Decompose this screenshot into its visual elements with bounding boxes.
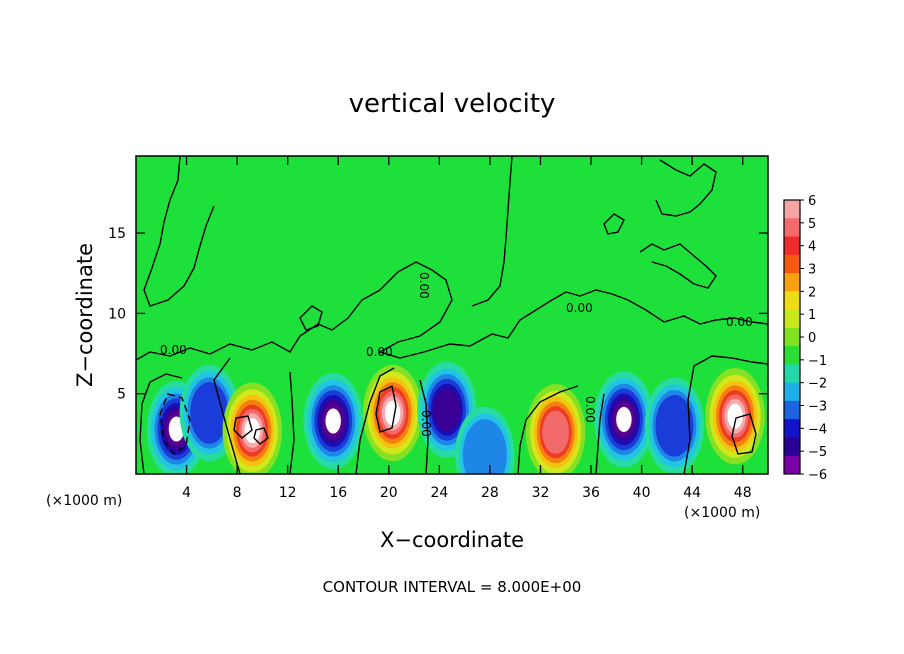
colorbar-swatch (784, 364, 800, 384)
y-tick-label: 10 (108, 306, 126, 322)
velocity-cell (542, 410, 570, 454)
colorbar: 6 5 4 3 2 1 0 −1 −2 −3 −4 −5 −6 (783, 194, 827, 483)
zero-contour-line (136, 261, 768, 361)
contour-label: 0.00 (566, 301, 593, 315)
velocity-cell (655, 394, 694, 457)
colorbar-swatch (784, 327, 800, 347)
contour-line (253, 427, 269, 445)
x-tick-label: 20 (380, 485, 398, 501)
colorbar-label: −2 (808, 377, 827, 392)
velocity-cell (325, 408, 341, 434)
x-axis-unit-right: (×1000 m) (684, 505, 760, 521)
colorbar-label: 2 (808, 285, 816, 300)
contour-interval-note: CONTOUR INTERVAL = 8.000E+00 (323, 578, 582, 596)
colorbar-swatch (784, 273, 800, 292)
contour-label: 0.00 (726, 315, 753, 329)
colorbar-label: 1 (808, 308, 816, 323)
colorbar-label: −4 (808, 422, 827, 437)
zero-contour-line (213, 357, 241, 474)
colorbar-swatch (784, 437, 800, 457)
plot-area: 0.00 0.00 0.00 0.00 0.00 0.00 0.00 (136, 156, 768, 474)
colorbar-swatch (784, 400, 800, 420)
contour-line (731, 413, 757, 455)
x-axis: 4 8 12 16 20 24 28 32 36 40 44 48 (182, 156, 752, 501)
contour-line (159, 393, 191, 455)
colorbar-swatch (784, 455, 800, 475)
colorbar-swatch (784, 200, 800, 219)
zero-contour-line (419, 379, 429, 474)
x-tick-label: 28 (481, 485, 499, 501)
zero-contour-line (299, 305, 323, 331)
contour-line (375, 384, 397, 433)
chart-title: vertical velocity (349, 89, 556, 119)
contour-label: 0.00 (366, 345, 393, 359)
zero-contour-line (683, 355, 768, 474)
x-tick-label: 48 (734, 485, 752, 501)
y-axis: 5 10 15 (108, 226, 768, 403)
colorbar-swatch (784, 236, 800, 256)
x-tick-label: 32 (532, 485, 550, 501)
contour-label: 0.00 (583, 396, 597, 423)
colorbar-label: 0 (808, 331, 816, 346)
x-tick-label: 24 (430, 485, 448, 501)
colorbar-swatch (784, 419, 800, 438)
zero-contour-line (595, 393, 605, 474)
colorbar-label: −5 (808, 445, 827, 460)
x-axis-label: X−coordinate (380, 528, 524, 552)
x-tick-label: 12 (279, 485, 297, 501)
zero-contour-line (517, 385, 579, 474)
contour-label: 0.00 (160, 343, 187, 357)
colorbar-label: −6 (808, 468, 827, 483)
x-tick-label: 36 (582, 485, 600, 501)
colorbar-label: 5 (808, 217, 816, 232)
zero-contour-line (139, 373, 183, 474)
contour-label: 0.00 (419, 410, 433, 437)
zero-contour-line (603, 213, 625, 235)
x-tick-label: 44 (683, 485, 701, 501)
zero-contour-line (355, 367, 395, 474)
contour-label: 0.00 (417, 272, 431, 299)
zero-contour-line (655, 159, 717, 217)
colorbar-swatch (784, 254, 800, 274)
colorbar-label: 6 (808, 194, 816, 209)
colorbar-swatch (784, 218, 800, 238)
velocity-cell (433, 388, 461, 432)
x-tick-label: 40 (633, 485, 651, 501)
colorbar-swatch (784, 309, 800, 329)
zero-contour-line (289, 371, 295, 474)
velocity-cell (616, 406, 632, 432)
y-tick-label: 5 (117, 387, 126, 403)
colorbar-swatch (784, 346, 800, 365)
colorbar-label: −3 (808, 400, 827, 415)
plot-frame (135, 155, 769, 475)
x-axis-unit-left: (×1000 m) (46, 493, 122, 509)
x-tick-label: 16 (329, 485, 347, 501)
x-tick-label: 8 (233, 485, 242, 501)
colorbar-swatch (784, 382, 800, 402)
zero-contour-line (143, 156, 215, 307)
colorbar-label: 3 (808, 263, 816, 278)
y-tick-label: 15 (108, 226, 126, 242)
velocity-cell (727, 403, 743, 429)
colorbar-label: 4 (808, 240, 816, 255)
x-tick-label: 4 (182, 485, 191, 501)
colorbar-swatch (784, 291, 800, 311)
velocity-cell (462, 419, 507, 474)
contour-line (233, 415, 253, 439)
colorbar-label: −1 (808, 354, 827, 369)
y-axis-label: Z−coordinate (73, 243, 97, 387)
zero-contour-line (639, 243, 717, 289)
zero-contour-line (471, 156, 513, 307)
